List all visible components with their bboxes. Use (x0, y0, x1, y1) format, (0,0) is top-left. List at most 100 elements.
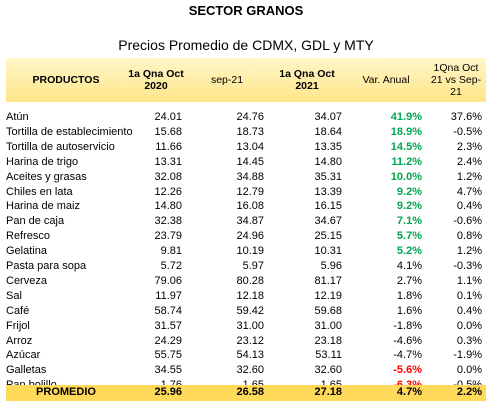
value-cell: 16.15 (314, 200, 342, 213)
value-cell: 9.2% (396, 200, 422, 213)
value-cell: 59.68 (314, 304, 342, 317)
table-row: Pan de caja 32.38 34.87 34.67 7.1% -0.6% (6, 214, 486, 229)
value-cell: 55.75 (154, 349, 182, 362)
value-cell: 23.79 (154, 230, 182, 243)
value-cell: 14.80 (154, 200, 182, 213)
value-cell: 5.97 (242, 260, 264, 272)
value-cell: 54.13 (236, 349, 264, 362)
value-cell: 1.2% (456, 245, 482, 258)
value-cell: 34.55 (154, 364, 182, 377)
value-cell: 10.19 (236, 245, 264, 258)
title: SECTOR GRANOS (188, 3, 304, 18)
value-cell: 4.7% (456, 185, 482, 198)
value-cell: 81.17 (314, 274, 342, 287)
value-cell: 12.79 (236, 185, 264, 198)
value-cell: 2.3% (456, 140, 482, 153)
value-cell: 32.08 (154, 170, 182, 183)
table-row: Atún 24.01 24.76 34.07 41.9% 37.6% (6, 110, 486, 125)
table-row: Sal 11.97 12.18 12.19 1.8% 0.1% (6, 289, 486, 304)
value-cell: 12.18 (236, 289, 264, 302)
subtitle: Precios Promedio de CDMX, GDL y MTY (118, 37, 374, 53)
value-cell: -0.6% (453, 215, 482, 228)
value-cell: 34.67 (314, 215, 342, 228)
value-cell: 7.1% (396, 215, 422, 228)
value-cell: 13.39 (314, 185, 342, 198)
product-cell: Gelatina (6, 245, 47, 258)
value-cell: 12.19 (314, 289, 342, 302)
product-cell: Aceites y grasas (6, 170, 87, 183)
table-row: Azúcar 55.75 54.13 53.11 -4.7% -1.9% (6, 348, 486, 363)
value-cell: 0.1% (456, 289, 482, 302)
total-row: PROMEDIO 25.96 26.58 27.18 4.7% 2.2% (6, 385, 486, 401)
value-cell: 35.31 (314, 170, 342, 183)
value-cell: 12.26 (154, 185, 182, 198)
value-cell: 1.2% (456, 170, 482, 183)
value-cell: 24.01 (154, 111, 182, 123)
value-cell: 14.5% (390, 140, 422, 153)
total-cell: PROMEDIO (36, 386, 96, 398)
value-cell: 5.96 (320, 260, 342, 272)
value-cell: 31.57 (154, 319, 182, 332)
value-cell: 79.06 (154, 274, 182, 287)
table-row: Chiles en lata 12.26 12.79 13.39 9.2% 4.7% (6, 185, 486, 200)
value-cell: 11.66 (155, 140, 182, 153)
value-cell: 15.68 (154, 125, 182, 138)
total-cell: 25.96 (154, 386, 182, 398)
product-cell: Atún (6, 111, 29, 123)
value-cell: 1.8% (396, 289, 422, 302)
product-cell: Cerveza (6, 274, 47, 287)
value-cell: 14.80 (314, 155, 342, 168)
value-cell: 53.11 (315, 349, 342, 362)
value-cell: 32.60 (314, 364, 342, 377)
table-row: Pasta para sopa 5.72 5.97 5.96 4.1% -0.3% (6, 259, 486, 274)
value-cell: 32.38 (154, 215, 182, 228)
value-cell: 10.0% (390, 170, 422, 183)
table-row: Cerveza 79.06 80.28 81.17 2.7% 1.1% (6, 274, 486, 289)
value-cell: 4.1% (396, 260, 422, 272)
value-cell: 13.04 (236, 140, 264, 153)
table-row: Gelatina 9.81 10.19 10.31 5.2% 1.2% (6, 244, 486, 259)
product-cell: Arroz (6, 334, 33, 347)
value-cell: 5.72 (160, 260, 182, 272)
value-cell: -0.3% (453, 260, 482, 272)
table-row: Tortilla de autoservicio 11.66 13.04 13.35 1… (6, 140, 486, 155)
value-cell: 10.31 (314, 245, 342, 258)
value-cell: 13.35 (314, 140, 342, 153)
table-row: Tortilla de establecimiento 15.68 18.73 18.… (6, 125, 486, 140)
total-cell: 4.7% (396, 386, 422, 398)
value-cell: 31.00 (236, 319, 264, 332)
value-cell: 23.18 (314, 334, 342, 347)
table-row: Refresco 23.79 24.96 25.15 5.7% 0.8% (6, 229, 486, 244)
value-cell: -5.6% (393, 364, 422, 377)
table-row: Frijol 31.57 31.00 31.00 -1.8% 0.0% (6, 319, 486, 334)
value-cell: 23.12 (236, 334, 264, 347)
product-cell: Sal (6, 289, 22, 302)
value-cell: 18.73 (236, 125, 264, 138)
value-cell: 59.42 (236, 304, 264, 317)
value-cell: 18.9% (390, 125, 422, 138)
product-cell: Azúcar (6, 349, 41, 362)
value-cell: -1.8% (393, 319, 422, 332)
product-cell: Refresco (6, 230, 51, 243)
value-cell: 9.81 (160, 245, 182, 258)
value-cell: 0.0% (456, 319, 482, 332)
value-cell: 1.6% (396, 304, 422, 317)
value-cell: 37.6% (450, 111, 482, 123)
value-cell: 34.07 (314, 111, 342, 123)
product-cell: Tortilla de establecimiento (6, 125, 133, 138)
value-cell: 80.28 (236, 274, 264, 287)
table-row: Café 58.74 59.42 59.68 1.6% 0.4% (6, 304, 486, 319)
product-cell: Chiles en lata (6, 185, 73, 198)
product-cell: Frijol (6, 319, 30, 332)
value-cell: -4.6% (393, 334, 422, 347)
value-cell: 0.8% (456, 230, 482, 243)
column-header: 1Qna Oct 21 vs Sep- 21 (430, 62, 482, 98)
product-cell: Pasta para sopa (6, 260, 87, 272)
product-cell: Galletas (6, 364, 47, 377)
column-header: 1a Qna Oct 2021 (279, 68, 335, 92)
value-cell: 34.87 (236, 215, 264, 228)
value-cell: 31.00 (314, 319, 342, 332)
value-cell: -0.5% (453, 125, 482, 138)
column-header: Var. Anual (362, 74, 410, 86)
